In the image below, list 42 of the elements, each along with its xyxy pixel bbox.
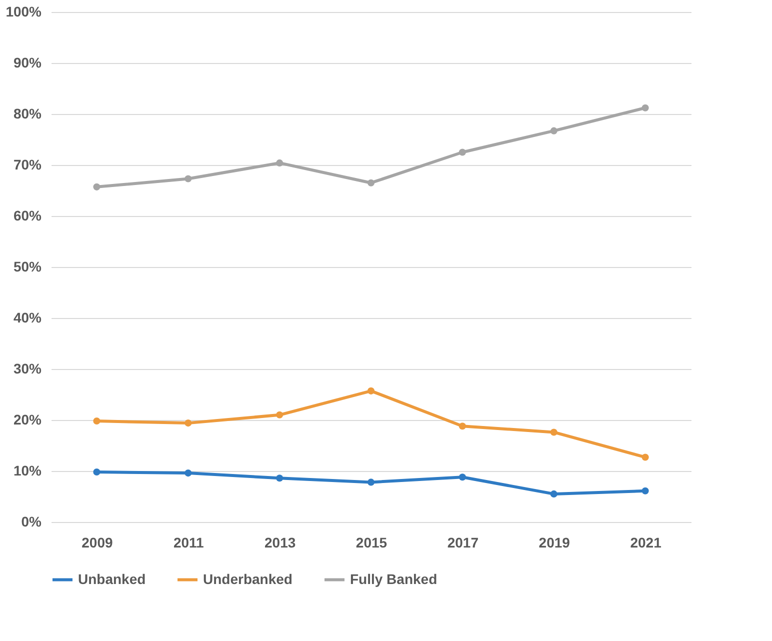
y-tick-label: 20% bbox=[13, 412, 42, 428]
point bbox=[642, 104, 649, 112]
legend-label: Fully Banked bbox=[350, 570, 438, 587]
point bbox=[642, 454, 649, 461]
y-tick-label: 30% bbox=[13, 360, 42, 376]
point bbox=[458, 474, 466, 481]
point bbox=[458, 148, 466, 156]
y-tick-label: 10% bbox=[13, 462, 42, 478]
y-tick-label: 100% bbox=[6, 4, 42, 20]
y-tick-label: 0% bbox=[21, 514, 42, 530]
point bbox=[184, 175, 192, 182]
legend-label: Underbanked bbox=[203, 570, 292, 587]
point bbox=[367, 179, 375, 186]
point bbox=[367, 387, 375, 394]
x-tick-label: 2019 bbox=[538, 534, 570, 550]
y-tick-label: 80% bbox=[13, 106, 42, 122]
point bbox=[367, 478, 375, 486]
point bbox=[458, 422, 466, 430]
x-tick-label: 2021 bbox=[630, 534, 662, 550]
point bbox=[184, 470, 192, 477]
y-tick-label: 60% bbox=[13, 208, 42, 224]
point bbox=[184, 420, 192, 427]
x-tick-label: 2009 bbox=[82, 534, 113, 550]
point bbox=[93, 468, 100, 476]
y-tick-label: 50% bbox=[13, 258, 42, 274]
point bbox=[550, 490, 558, 498]
point bbox=[276, 474, 284, 482]
x-tick-label: 2017 bbox=[447, 534, 479, 550]
point bbox=[550, 428, 558, 436]
x-tick-label: 2015 bbox=[356, 534, 388, 550]
point bbox=[93, 417, 100, 425]
point bbox=[276, 159, 284, 166]
point bbox=[276, 411, 284, 418]
point bbox=[93, 183, 100, 190]
x-tick-label: 2011 bbox=[173, 534, 204, 550]
legend-label: Unbanked bbox=[78, 570, 146, 587]
x-tick-label: 2013 bbox=[264, 534, 296, 550]
y-tick-label: 90% bbox=[13, 54, 42, 70]
y-tick-label: 70% bbox=[13, 156, 42, 172]
point bbox=[642, 487, 649, 494]
point bbox=[550, 127, 558, 134]
y-tick-label: 40% bbox=[13, 310, 42, 326]
